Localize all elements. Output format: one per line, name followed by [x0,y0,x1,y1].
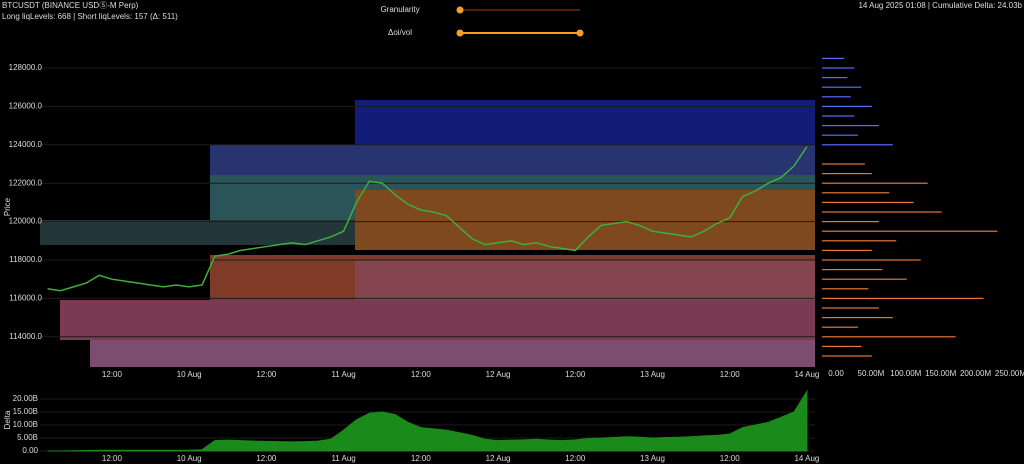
price-line [47,146,808,292]
liq-bar [822,125,879,127]
x-tick-label: 100.00M [890,369,921,378]
x-tick-label: 14 Aug [794,454,819,463]
liq-bar [822,96,851,98]
y-tick-label: 0.00 [22,446,38,455]
y-tick-label: 122000.0 [9,178,43,187]
status: 14 Aug 2025 01:08 | Cumulative Delta: 24… [858,1,1022,10]
liq-bar [822,67,855,69]
x-tick-label: 12:00 [411,454,432,463]
y-tick-label: 10.00B [13,420,38,429]
x-tick-label: 14 Aug [794,370,819,379]
liq-bar [822,297,984,299]
oi-vol-label: Δoi/vol [388,28,412,37]
liq-bar [822,336,956,338]
y-tick-label: 118000.0 [9,255,42,264]
y-tick-label: 126000.0 [9,102,43,111]
liq-bar [822,86,862,88]
x-tick-label: 12 Aug [486,454,511,463]
liq-bar [822,269,883,271]
y-axis-title: Delta [3,410,12,429]
liq-bar [822,221,879,223]
x-tick-label: 250.00M [995,369,1024,378]
x-tick-label: 11 Aug [331,370,355,379]
liq-bar [822,134,858,136]
x-tick-label: 11 Aug [331,454,355,463]
x-tick-label: 12:00 [565,370,586,379]
liq-bar [822,278,907,280]
separator [815,45,822,367]
granularity-label: Granularity [380,5,419,14]
liq-bar [822,317,893,319]
liq-bar [822,249,872,251]
x-tick-label: 12:00 [411,370,432,379]
liq-bar [822,345,862,347]
y-tick-label: 124000.0 [9,140,43,149]
liq-bar [822,288,869,290]
y-tick-label: 20.00B [13,394,38,403]
x-tick-label: 12:00 [102,370,123,379]
x-tick-label: 12:00 [720,454,741,463]
liq-bar [822,326,858,328]
liq-bar [822,192,890,194]
x-tick-label: 12:00 [565,454,586,463]
slider-knob[interactable] [456,6,464,14]
liq-bar [822,240,897,242]
liq-levels: Long liqLevels: 668 | Short liqLevels: 1… [2,12,178,21]
y-tick-label: 128000.0 [9,63,43,72]
slider-knob[interactable] [456,29,464,37]
liq-bar [822,230,998,232]
x-tick-label: 0.00 [828,369,844,378]
x-tick-label: 150.00M [925,369,956,378]
liq-bar [822,173,872,175]
heatmap [40,100,815,367]
y-tick-label: 15.00B [13,407,38,416]
delta-area [47,389,808,452]
x-tick-label: 12:00 [256,370,277,379]
y-tick-label: 5.00B [17,433,38,442]
liq-bar [822,211,942,213]
slider-knob[interactable] [576,29,584,37]
liq-bar [822,57,844,59]
symbol: BTCUSDT (BINANCE USDⓈ-M Perp) [2,1,139,10]
liq-bar [822,144,893,146]
x-tick-label: 13 Aug [640,370,665,379]
x-tick-label: 12:00 [256,454,277,463]
y-tick-label: 120000.0 [9,217,43,226]
liq-bar [822,115,855,117]
x-tick-label: 10 Aug [177,370,202,379]
y-tick-label: 114000.0 [9,332,42,341]
liq-bar [822,355,872,357]
liq-bar [822,201,914,203]
liq-bar [822,163,865,165]
x-tick-label: 13 Aug [640,454,665,463]
x-tick-label: 200.00M [960,369,991,378]
x-tick-label: 12 Aug [486,370,511,379]
x-tick-label: 12:00 [102,454,123,463]
y-axis-title: Price [3,197,12,216]
liq-bar [822,307,879,309]
x-tick-label: 12:00 [720,370,741,379]
liq-bar [822,259,921,261]
liq-bar [822,105,872,107]
x-tick-label: 50.00M [858,369,885,378]
y-tick-label: 116000.0 [9,294,42,303]
liq-bar [822,77,848,79]
x-tick-label: 10 Aug [177,454,202,463]
liq-bar [822,182,928,184]
